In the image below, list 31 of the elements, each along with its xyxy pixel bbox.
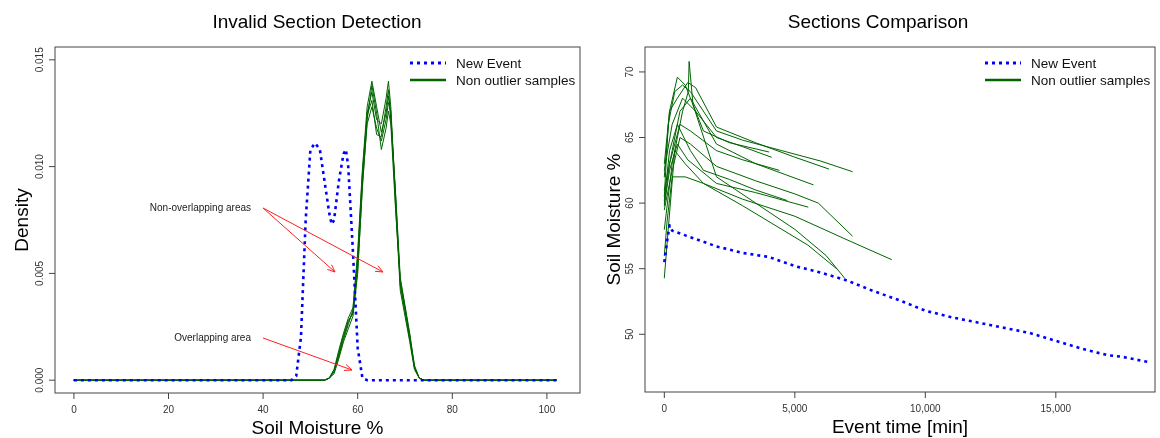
y-tick-label: 0.015	[34, 46, 45, 73]
y-tick-label: 0.000	[34, 367, 45, 393]
x-tick-label: 100	[538, 404, 556, 415]
legend-label: New Event	[1031, 56, 1097, 71]
y-tick-label: 55	[624, 262, 635, 275]
y-axis-title: Soil Moisture %	[603, 153, 624, 286]
annotation: Non-overlapping areas	[149, 202, 251, 213]
x-axis-title: Soil Moisture %	[251, 417, 384, 438]
y-tick-label: 60	[624, 197, 635, 209]
legend-label: New Event	[456, 56, 522, 71]
x-tick-label: 0	[661, 403, 668, 414]
x-tick-label: 0	[71, 404, 78, 415]
x-tick-label: 60	[352, 404, 364, 415]
y-tick-label: 50	[624, 328, 635, 340]
y-axis-title: Density	[11, 187, 32, 252]
x-tick-label: 15,000	[1040, 403, 1072, 414]
y-tick-label: 0.005	[34, 260, 45, 286]
annotation: Overlapping area	[174, 332, 252, 343]
y-tick-label: 70	[624, 65, 635, 78]
x-tick-label: 20	[162, 404, 175, 415]
legend-label: Non outlier samples	[456, 73, 576, 88]
x-tick-label: 10,000	[910, 403, 942, 414]
x-axis-title: Event time [min]	[831, 416, 969, 437]
chart-title: Sections Comparison	[787, 11, 969, 32]
chart-title: Invalid Section Detection	[212, 11, 422, 32]
legend-label: Non outlier samples	[1031, 73, 1151, 88]
x-tick-label: 40	[257, 404, 270, 415]
x-tick-label: 5,000	[782, 403, 808, 414]
x-tick-label: 80	[446, 404, 459, 415]
y-tick-label: 0.010	[34, 153, 45, 180]
y-tick-label: 65	[624, 131, 635, 144]
